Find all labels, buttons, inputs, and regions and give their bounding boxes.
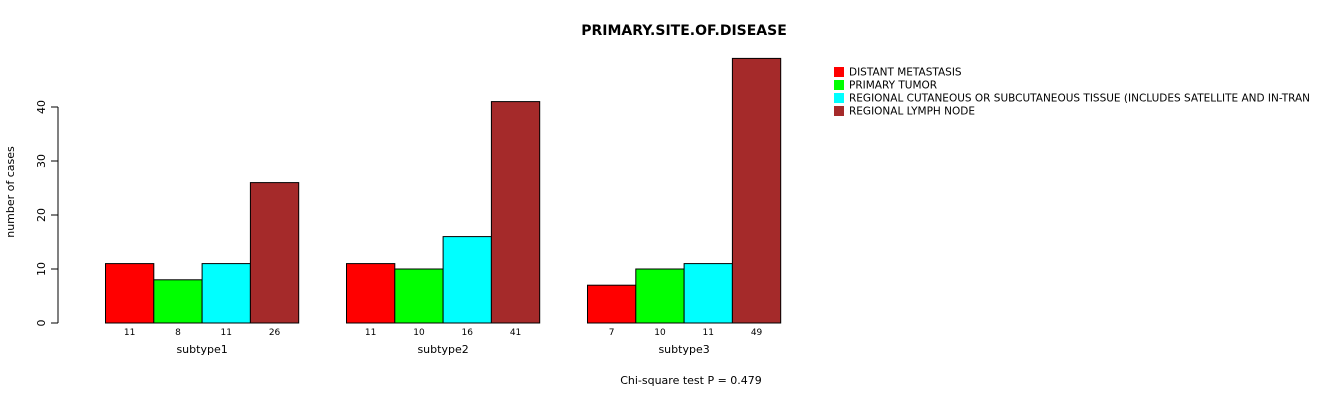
bar-value-label: 11 — [221, 328, 232, 338]
legend-label: PRIMARY TUMOR — [849, 80, 937, 92]
bar-value-label: 11 — [124, 328, 135, 338]
bar-value-label: 11 — [703, 328, 714, 338]
bars: 11 8 11 26 subtype1 11 10 16 41 subtype2 7 10 11 49 su… — [105, 57, 782, 356]
bar — [394, 268, 444, 324]
bar — [442, 236, 492, 324]
bar-value-label: 16 — [462, 328, 474, 338]
bar — [249, 182, 300, 324]
legend-swatch — [834, 93, 844, 103]
bar-group-subtype3: 7 10 11 49 subtype3 — [587, 57, 782, 356]
category-label: subtype1 — [176, 343, 227, 356]
category-label: subtype2 — [417, 343, 468, 356]
bar-value-label: 10 — [654, 328, 666, 338]
legend-swatch — [834, 67, 844, 77]
bar-value-label: 49 — [751, 328, 763, 338]
bar-value-label: 11 — [365, 328, 376, 338]
legend-label: REGIONAL LYMPH NODE — [849, 106, 975, 118]
legend-swatch — [834, 106, 844, 116]
bar-value-label: 8 — [175, 328, 181, 338]
bar — [635, 268, 685, 324]
legend-label: REGIONAL CUTANEOUS OR SUBCUTANEOUS TISSU… — [849, 93, 1340, 105]
bar-value-label: 41 — [510, 328, 521, 338]
bar — [346, 263, 396, 324]
y-tick-label: 30 — [35, 154, 48, 168]
y-tick-label: 40 — [35, 100, 48, 114]
bar — [105, 263, 155, 324]
y-axis-label: number of cases — [4, 146, 17, 238]
bar-group-subtype2: 11 10 16 41 subtype2 — [346, 101, 541, 356]
chi-square-footnote: Chi-square test P = 0.479 — [620, 374, 762, 387]
y-tick-label: 20 — [35, 208, 48, 222]
legend-label: DISTANT METASTASIS — [849, 67, 962, 79]
legend-swatch — [834, 80, 844, 90]
bar — [490, 101, 541, 324]
y-tick-label: 0 — [35, 320, 48, 327]
y-axis: 0 10 20 30 40 — [35, 100, 59, 327]
bar-value-label: 7 — [609, 328, 615, 338]
bar — [731, 57, 782, 324]
bar-value-label: 26 — [269, 328, 281, 338]
category-label: subtype3 — [658, 343, 709, 356]
bar — [587, 284, 637, 324]
y-tick-label: 10 — [35, 262, 48, 276]
bar-value-label: 10 — [413, 328, 425, 338]
bar-group-subtype1: 11 8 11 26 subtype1 — [105, 182, 300, 356]
bar — [201, 263, 251, 324]
bar — [153, 279, 203, 324]
chart-title: PRIMARY.SITE.OF.DISEASE — [581, 23, 787, 39]
bar — [683, 263, 733, 324]
